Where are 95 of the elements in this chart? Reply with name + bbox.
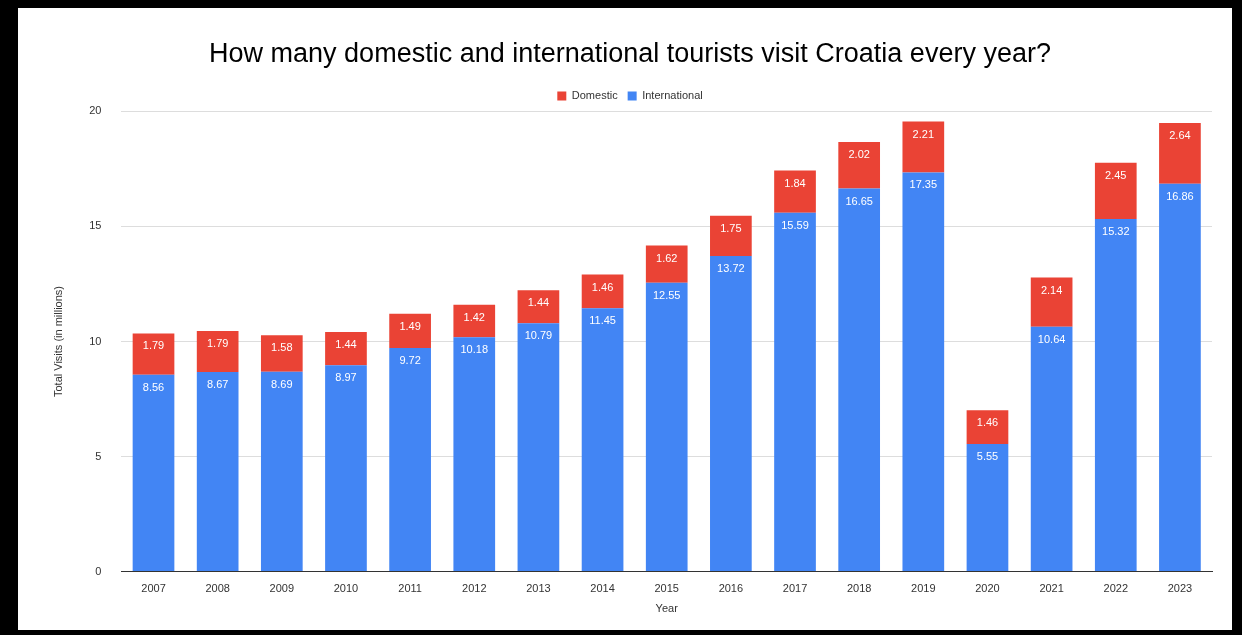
y-tick-label: 15	[89, 219, 102, 232]
data-label: 16.86	[1166, 189, 1194, 202]
x-tick-label: 2019	[911, 582, 936, 595]
bar	[389, 313, 431, 348]
bar	[517, 290, 560, 324]
x-tick-label: 2010	[333, 582, 359, 595]
x-tick-label: 2017	[782, 582, 808, 595]
bar	[774, 212, 816, 572]
bar	[581, 274, 624, 309]
bar	[1094, 162, 1137, 220]
bar	[1159, 122, 1201, 184]
data-label: 12.55	[652, 288, 681, 301]
data-label: 1.79	[142, 339, 165, 352]
data-label: 2.64	[1169, 128, 1191, 141]
x-tick-label: 2011	[398, 582, 422, 595]
y-tick-label: 10	[89, 334, 102, 347]
bar	[1159, 183, 1201, 572]
bar	[325, 332, 367, 366]
x-tick-label: 2013	[526, 582, 551, 595]
y-tick-label: 20	[89, 104, 102, 117]
data-label: 10.79	[524, 329, 553, 342]
bar	[453, 337, 496, 572]
x-tick-label: 2008	[205, 582, 230, 595]
data-label: 5.55	[976, 449, 999, 462]
data-label: 17.35	[909, 178, 938, 191]
data-label: 10.18	[460, 343, 489, 356]
bar	[453, 304, 496, 338]
bar	[710, 215, 752, 256]
data-label: 9.72	[399, 353, 421, 366]
bar	[196, 330, 239, 373]
bar	[1094, 219, 1137, 572]
legend-label: Domestic	[571, 88, 619, 101]
bar	[260, 335, 303, 372]
bar	[132, 333, 175, 375]
data-label: 15.32	[1102, 225, 1130, 238]
data-label: 10.64	[1037, 332, 1066, 345]
x-tick-label: 2007	[141, 582, 166, 595]
x-tick-label: 2023	[1167, 582, 1193, 595]
x-tick-label: 2009	[269, 582, 295, 595]
data-label: 8.69	[271, 377, 293, 390]
data-label: 1.44	[335, 338, 357, 351]
bar	[902, 121, 945, 173]
bar	[774, 170, 816, 213]
data-label: 1.46	[591, 280, 614, 293]
chart-title: How many domestic and international tourists visit Croatia every year?	[209, 37, 1051, 68]
bar	[581, 308, 624, 572]
bar	[966, 443, 1009, 572]
bar	[710, 255, 752, 572]
data-label: 8.97	[335, 371, 357, 384]
x-tick-label: 2012	[462, 582, 487, 595]
bar	[1030, 277, 1073, 327]
data-label: 1.42	[463, 310, 485, 323]
data-label: 11.45	[589, 314, 616, 327]
x-tick-label: 2016	[718, 582, 744, 595]
bar	[966, 410, 1009, 444]
bar	[902, 172, 945, 572]
bar	[838, 188, 881, 572]
data-label: 1.58	[271, 341, 293, 354]
bar	[838, 142, 881, 189]
legend-label: International	[642, 88, 703, 101]
data-label: 8.67	[206, 378, 229, 391]
x-tick-label: 2022	[1103, 582, 1129, 595]
x-tick-label: 2020	[975, 582, 1000, 595]
data-label: 1.75	[720, 221, 742, 234]
bar	[645, 245, 688, 283]
data-label: 1.49	[399, 319, 421, 332]
bar	[517, 323, 560, 572]
data-label: 2.14	[1040, 283, 1063, 296]
data-label: 1.46	[976, 416, 999, 429]
bar	[389, 347, 431, 572]
data-label: 2.02	[848, 148, 870, 161]
data-label: 1.79	[206, 336, 229, 349]
bar	[260, 371, 303, 572]
y-tick-label: 0	[95, 564, 102, 577]
y-axis-title: Total Visits (in millions)	[51, 285, 64, 398]
x-tick-label: 2021	[1039, 582, 1064, 595]
x-tick-label: 2018	[846, 582, 872, 595]
data-label: 15.59	[781, 218, 809, 231]
data-label: 8.56	[142, 380, 165, 393]
bar	[645, 282, 688, 572]
data-label: 1.44	[527, 296, 550, 309]
y-tick-label: 5	[95, 449, 102, 462]
x-tick-label: 2015	[654, 582, 679, 595]
data-label: 1.62	[656, 251, 678, 264]
bar	[325, 365, 367, 572]
x-tick-label: 2014	[590, 582, 615, 595]
bar	[132, 374, 175, 572]
bar	[196, 372, 239, 572]
data-label: 13.72	[717, 261, 745, 274]
bar	[1030, 326, 1073, 572]
x-axis-title: Year	[655, 602, 679, 615]
data-label: 1.84	[784, 176, 806, 189]
data-label: 2.45	[1105, 168, 1127, 181]
data-label: 2.21	[912, 127, 935, 140]
data-label: 16.65	[845, 194, 873, 207]
